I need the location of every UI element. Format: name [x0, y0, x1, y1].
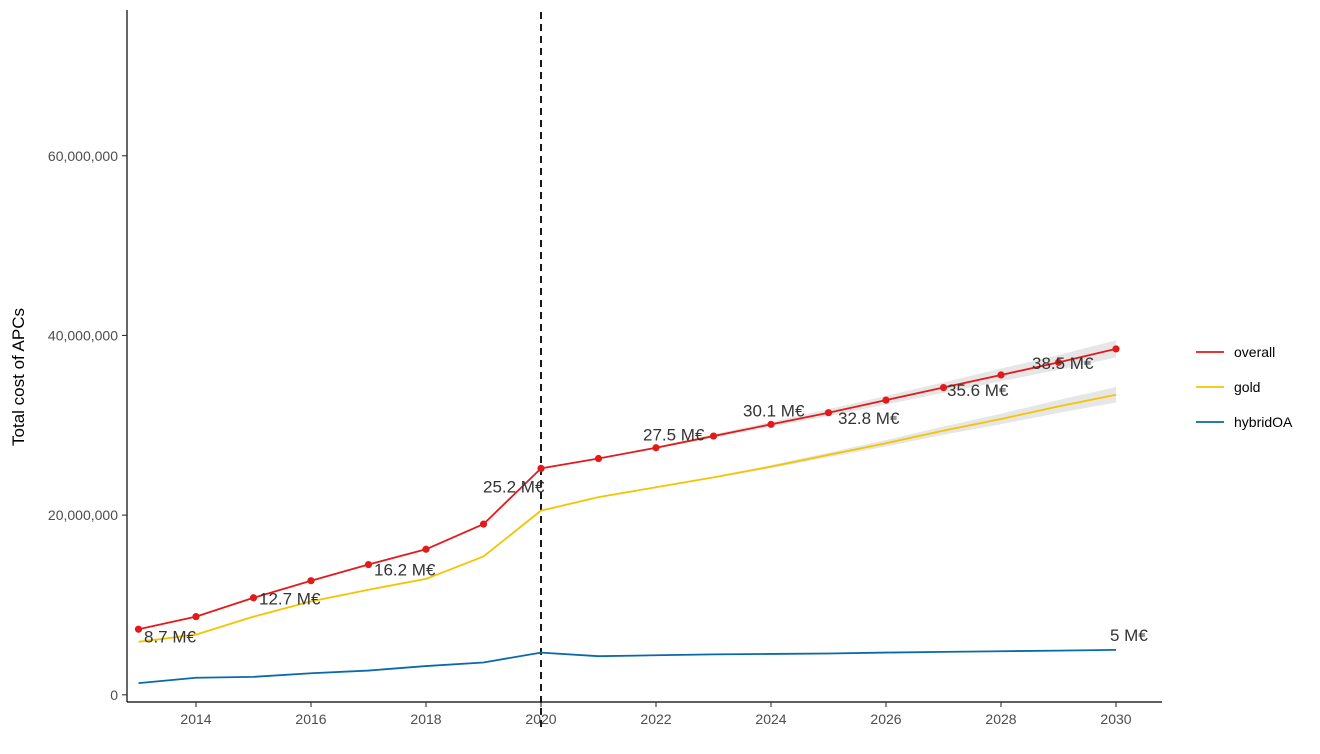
point-overall-2014: [192, 613, 200, 621]
y-axis-title: Total cost of APCs: [9, 308, 28, 446]
data-label-2026: 32.8 M€: [838, 409, 900, 428]
line-overall: [138, 348, 1117, 631]
series-lines: [138, 348, 1117, 685]
point-overall-2018: [422, 545, 430, 553]
point-overall-2019: [479, 520, 488, 528]
line-gold: [138, 393, 1117, 643]
line-hybridOA: [138, 648, 1117, 685]
legend-label-overall: overall: [1234, 344, 1275, 360]
data-label-2014: 8.7 M€: [144, 628, 197, 647]
x-tick-label-2014: 2014: [180, 711, 211, 727]
axes: 2014 2016 2018 2020 2022 2024 2026 2028 2030 0 20,…: [48, 10, 1162, 727]
data-label-2022: 27.5 M€: [643, 426, 705, 445]
y-tick-label-60000000: 60,000,000: [48, 148, 118, 164]
y-tick-label-20000000: 20,000,000: [48, 507, 118, 523]
x-tick-label-2024: 2024: [755, 711, 786, 727]
legend-label-hybridOA: hybridOA: [1234, 414, 1293, 430]
point-overall-2013: [134, 625, 143, 633]
point-overall-2026: [882, 396, 890, 404]
point-overall-2029: [1054, 358, 1063, 366]
data-label-2024: 30.1 M€: [743, 401, 805, 420]
y-tick-label-40000000: 40,000,000: [48, 327, 118, 343]
point-overall-2025: [824, 409, 833, 417]
legend-label-gold: gold: [1234, 379, 1260, 395]
point-overall-2017: [364, 560, 373, 569]
point-overall-2030: [1112, 345, 1120, 353]
data-label-2020: 25.2 M€: [483, 477, 545, 496]
data-labels: 8.7 M€ 12.7 M€ 16.2 M€ 25.2 M€ 27.5 M€ 30.1 M…: [144, 354, 1148, 647]
x-tick-label-2030: 2030: [1100, 711, 1131, 727]
data-label-2030: 5 M€: [1110, 626, 1148, 645]
point-overall-2023: [709, 432, 718, 440]
point-overall-2024: [767, 420, 775, 428]
x-tick-label-2028: 2028: [985, 711, 1016, 727]
x-tick-label-2026: 2026: [870, 711, 901, 727]
point-overall-2016: [307, 577, 315, 585]
point-overall-2021: [594, 454, 603, 463]
data-label-2018: 16.2 M€: [374, 560, 436, 579]
x-tick-label-2020: 2020: [525, 711, 556, 727]
data-label-2016: 12.7 M€: [259, 590, 321, 609]
data-label-2030: 38.5 M€: [1032, 354, 1094, 373]
point-overall-2015: [249, 594, 258, 602]
data-label-2028: 35.6 M€: [947, 381, 1009, 400]
point-overall-2020: [537, 464, 545, 473]
x-tick-label-2018: 2018: [410, 711, 441, 727]
y-tick-label-0: 0: [110, 687, 118, 703]
data-points: [134, 345, 1120, 633]
x-tick-label-2022: 2022: [640, 711, 671, 727]
point-overall-2022: [652, 444, 660, 452]
point-overall-2028: [997, 371, 1005, 379]
legend: overall gold hybridOA: [1196, 344, 1293, 430]
x-tick-label-2016: 2016: [295, 711, 326, 727]
point-overall-2027: [939, 383, 948, 392]
